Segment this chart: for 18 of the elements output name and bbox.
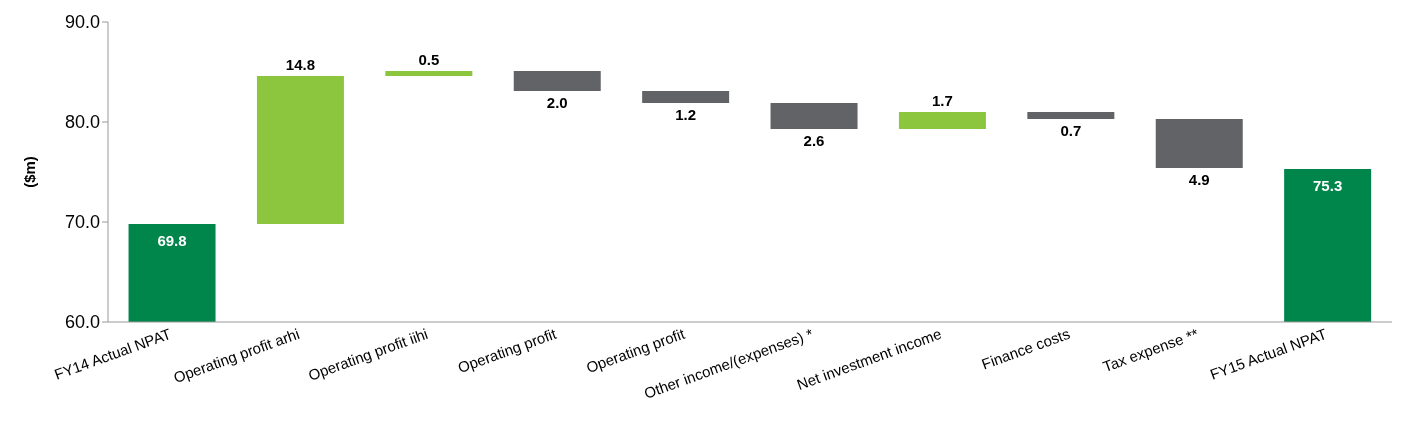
data-label: 2.0 xyxy=(546,94,568,111)
y-axis-title: ($m) xyxy=(21,156,39,188)
data-label: 1.7 xyxy=(932,92,953,109)
data-label: 75.3 xyxy=(1313,177,1343,194)
data-label: 4.9 xyxy=(1188,171,1210,188)
y-tick-label: 60.0 xyxy=(64,312,100,333)
data-label: 2.6 xyxy=(803,132,825,149)
x-tick-label: Finance costs xyxy=(979,324,1073,373)
x-tick-label: FY15 Actual NPAT xyxy=(1207,324,1329,383)
data-label: 1.2 xyxy=(675,106,697,123)
data-label: 14.8 xyxy=(285,56,316,73)
data-label: 0.7 xyxy=(1060,122,1082,139)
y-tick-label: 70.0 xyxy=(64,212,100,233)
y-tick-label: 80.0 xyxy=(64,112,100,133)
y-tick-label: 90.0 xyxy=(64,12,100,33)
x-tick-label: Tax expense ** xyxy=(1100,324,1201,376)
data-label: 0.5 xyxy=(418,51,440,68)
data-label: 69.8 xyxy=(157,232,187,249)
